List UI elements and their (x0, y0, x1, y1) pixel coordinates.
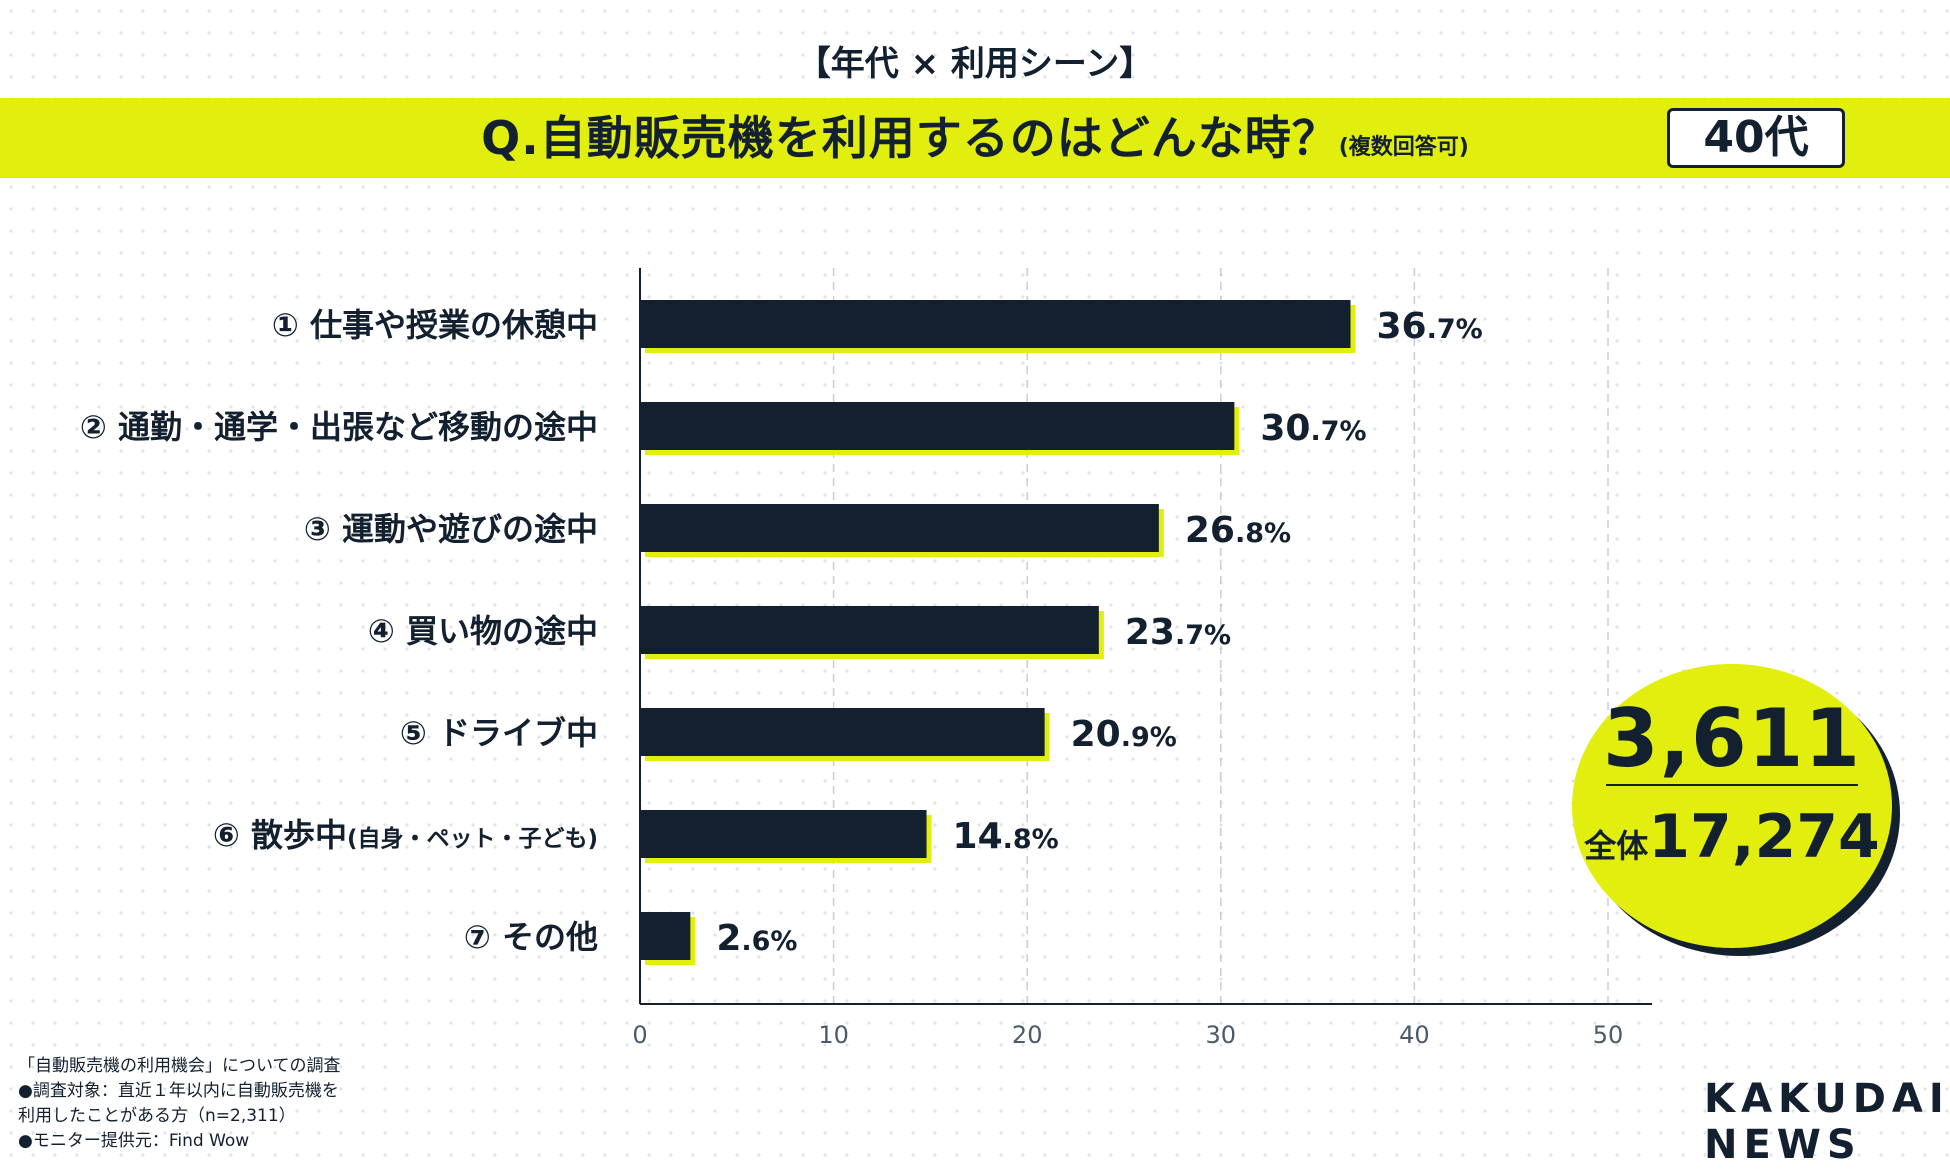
x-tick-label: 40 (1399, 1021, 1430, 1049)
category-label: ④ 買い物の途中 (368, 612, 598, 650)
x-tick-label: 30 (1206, 1021, 1237, 1049)
bar-value-label: 23.7% (1125, 612, 1231, 653)
x-tick-label: 20 (1012, 1021, 1043, 1049)
bubble-circle: 3,611 全体17,274 (1572, 664, 1892, 948)
category-label: ③ 運動や遊びの途中 (304, 510, 598, 548)
top-label: 【年代 × 利用シーン】 (796, 44, 1154, 84)
bar (640, 810, 927, 858)
bar-value-label: 2.6% (716, 918, 797, 959)
kakudai-news-logo: KAKUDAI NEWS (1704, 1076, 1950, 1168)
bar-value-label: 20.9% (1071, 714, 1177, 755)
x-tick-label: 10 (818, 1021, 849, 1049)
x-tick-label: 0 (632, 1021, 647, 1049)
category-label: ② 通勤・通学・出張など移動の途中 (80, 408, 598, 446)
total-value: 17,274 (1648, 802, 1880, 872)
footnote-line: 「自動販売機の利用機会」についての調査 (18, 1056, 341, 1076)
sample-size-bubble: 3,611 全体17,274 (1572, 664, 1900, 956)
bar-value-label: 30.7% (1260, 408, 1366, 449)
bar (640, 708, 1045, 756)
footnote-line: ●調査対象：直近１年以内に自動販売機を (18, 1081, 339, 1101)
question-note: (複数回答可) (1338, 135, 1469, 160)
category-label: ⑥ 散歩中(自身・ペット・子ども) (213, 816, 598, 854)
question-banner: Q.自動販売機を利用するのはどんな時？(複数回答可) 40代 (0, 98, 1950, 178)
sample-size-value: 3,611 (1602, 692, 1862, 785)
footnote: 「自動販売機の利用機会」についての調査 ●調査対象：直近１年以内に自動販売機を … (18, 1054, 341, 1154)
category-label: ⑦ その他 (464, 918, 598, 956)
logo-line: NEWS (1704, 1122, 1862, 1168)
footnote-line: 利用したことがある方（n=2,311） (18, 1106, 296, 1126)
category-label: ① 仕事や授業の休憩中 (272, 306, 598, 344)
footnote-line: ●モニター提供元：Find Wow (18, 1131, 250, 1151)
logo-line: KAKUDAI (1704, 1076, 1950, 1122)
total-label: 全体 (1584, 827, 1649, 865)
bar (640, 606, 1099, 654)
category-label: ⑤ ドライブ中 (400, 714, 598, 752)
bar-value-label: 36.7% (1377, 306, 1483, 347)
bubble-divider (1606, 784, 1858, 786)
bar (640, 402, 1235, 450)
bar-value-label: 14.8% (953, 816, 1059, 857)
total-size: 全体17,274 (1572, 802, 1892, 872)
question-title: Q.自動販売機を利用するのはどんな時？(複数回答可) (0, 98, 1950, 178)
bar (640, 504, 1159, 552)
question-text: Q.自動販売機を利用するのはどんな時？ (481, 111, 1339, 165)
bar-value-label: 26.8% (1185, 510, 1291, 551)
age-badge: 40代 (1667, 108, 1845, 168)
bar (640, 300, 1351, 348)
x-tick-label: 50 (1593, 1021, 1624, 1049)
bar (640, 912, 691, 960)
